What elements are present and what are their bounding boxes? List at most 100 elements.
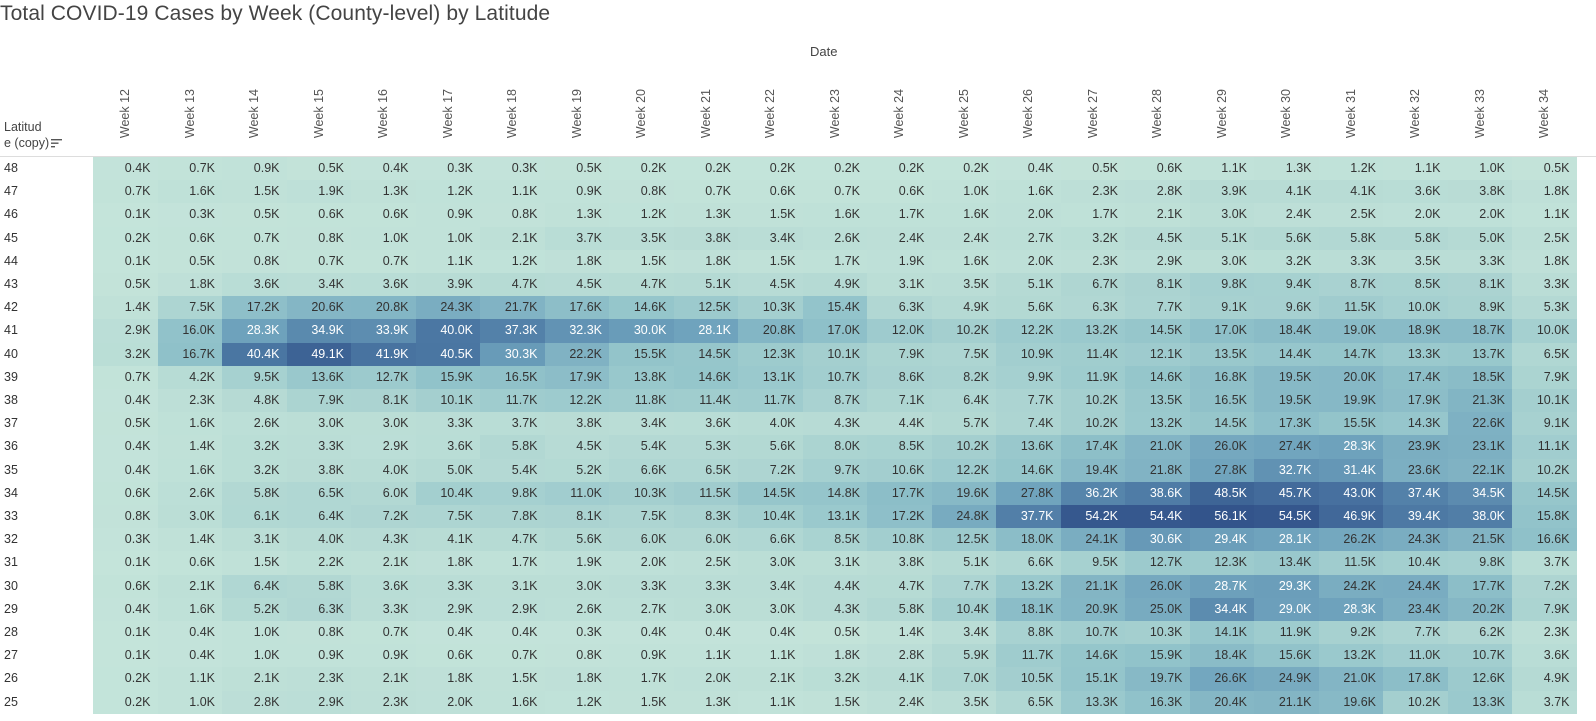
heatmap-cell[interactable]: 1.4K [157, 528, 222, 552]
heatmap-cell[interactable]: 19.5K [1254, 365, 1319, 389]
heatmap-cell[interactable]: 23.1K [1447, 435, 1512, 459]
heatmap-cell[interactable]: 3.9K [415, 273, 480, 297]
heatmap-cell[interactable]: 20.8K [738, 319, 803, 343]
heatmap-cell[interactable]: 3.7K [480, 412, 545, 436]
heatmap-cell[interactable]: 11.9K [1254, 621, 1319, 645]
heatmap-cell[interactable]: 2.9K [1125, 249, 1190, 273]
heatmap-cell[interactable]: 3.8K [1447, 180, 1512, 204]
heatmap-cell[interactable]: 13.1K [802, 505, 867, 529]
heatmap-cell[interactable]: 3.1K [867, 273, 932, 297]
heatmap-cell[interactable]: 28.3K [1318, 435, 1383, 459]
column-header[interactable]: Week 20 [609, 74, 674, 154]
heatmap-cell[interactable]: 10.1K [1512, 389, 1577, 413]
heatmap-cell[interactable]: 24.1K [1060, 528, 1125, 552]
heatmap-cell[interactable]: 15.9K [1125, 644, 1190, 668]
heatmap-cell[interactable]: 1.6K [480, 690, 545, 714]
heatmap-cell[interactable]: 15.8K [1512, 505, 1577, 529]
heatmap-cell[interactable]: 9.1K [1512, 412, 1577, 436]
heatmap-cell[interactable]: 10.3K [738, 296, 803, 320]
heatmap-cell[interactable]: 0.5K [802, 621, 867, 645]
heatmap-cell[interactable]: 0.3K [415, 157, 480, 181]
heatmap-cell[interactable]: 17.2K [867, 505, 932, 529]
heatmap-cell[interactable]: 7.2K [738, 458, 803, 482]
heatmap-cell[interactable]: 10.3K [1125, 621, 1190, 645]
heatmap-cell[interactable]: 6.3K [867, 296, 932, 320]
heatmap-cell[interactable]: 40.0K [415, 319, 480, 343]
heatmap-cell[interactable]: 14.6K [1125, 365, 1190, 389]
heatmap-cell[interactable]: 22.6K [1447, 412, 1512, 436]
heatmap-cell[interactable]: 1.0K [222, 644, 287, 668]
heatmap-cell[interactable]: 1.5K [609, 249, 674, 273]
heatmap-cell[interactable]: 0.6K [93, 481, 158, 505]
heatmap-cell[interactable]: 3.6K [415, 435, 480, 459]
heatmap-cell[interactable]: 10.2K [1383, 690, 1448, 714]
heatmap-cell[interactable]: 1.6K [802, 203, 867, 227]
heatmap-cell[interactable]: 7.7K [931, 574, 996, 598]
heatmap-cell[interactable]: 1.9K [286, 180, 351, 204]
heatmap-cell[interactable]: 39.4K [1383, 505, 1448, 529]
heatmap-cell[interactable]: 5.1K [673, 273, 738, 297]
heatmap-cell[interactable]: 3.0K [1189, 249, 1254, 273]
heatmap-cell[interactable]: 1.6K [157, 458, 222, 482]
heatmap-cell[interactable]: 0.6K [157, 226, 222, 250]
heatmap-cell[interactable]: 13.6K [996, 435, 1061, 459]
heatmap-cell[interactable]: 2.0K [1383, 203, 1448, 227]
column-header[interactable]: Week 16 [351, 74, 416, 154]
heatmap-cell[interactable]: 2.9K [93, 319, 158, 343]
heatmap-cell[interactable]: 0.4K [480, 621, 545, 645]
heatmap-cell[interactable]: 6.4K [286, 505, 351, 529]
heatmap-cell[interactable]: 17.3K [1254, 412, 1319, 436]
heatmap-cell[interactable]: 1.8K [157, 273, 222, 297]
heatmap-cell[interactable]: 0.4K [157, 621, 222, 645]
heatmap-cell[interactable]: 0.7K [93, 365, 158, 389]
heatmap-cell[interactable]: 1.1K [738, 644, 803, 668]
heatmap-cell[interactable]: 0.6K [157, 551, 222, 575]
heatmap-cell[interactable]: 4.4K [802, 574, 867, 598]
heatmap-cell[interactable]: 3.0K [738, 551, 803, 575]
heatmap-cell[interactable]: 11.9K [1060, 365, 1125, 389]
column-header[interactable]: Week 22 [738, 74, 803, 154]
heatmap-cell[interactable]: 6.6K [609, 458, 674, 482]
heatmap-cell[interactable]: 3.2K [93, 342, 158, 366]
heatmap-cell[interactable]: 14.7K [1318, 342, 1383, 366]
heatmap-cell[interactable]: 0.3K [544, 621, 609, 645]
heatmap-cell[interactable]: 19.5K [1254, 389, 1319, 413]
heatmap-cell[interactable]: 1.5K [738, 203, 803, 227]
heatmap-cell[interactable]: 0.5K [1512, 157, 1577, 181]
heatmap-cell[interactable]: 4.0K [286, 528, 351, 552]
row-label[interactable]: 28 [4, 625, 18, 639]
heatmap-cell[interactable]: 30.3K [480, 342, 545, 366]
heatmap-cell[interactable]: 10.4K [415, 481, 480, 505]
heatmap-cell[interactable]: 4.5K [738, 273, 803, 297]
heatmap-cell[interactable]: 3.0K [351, 412, 416, 436]
heatmap-cell[interactable]: 0.4K [93, 597, 158, 621]
heatmap-cell[interactable]: 1.7K [480, 551, 545, 575]
heatmap-cell[interactable]: 3.4K [609, 412, 674, 436]
heatmap-cell[interactable]: 0.2K [673, 157, 738, 181]
heatmap-cell[interactable]: 17.2K [222, 296, 287, 320]
column-header[interactable]: Week 32 [1383, 74, 1448, 154]
heatmap-cell[interactable]: 11.8K [609, 389, 674, 413]
heatmap-cell[interactable]: 0.8K [480, 203, 545, 227]
heatmap-cell[interactable]: 8.3K [673, 505, 738, 529]
heatmap-cell[interactable]: 2.3K [1512, 621, 1577, 645]
heatmap-cell[interactable]: 21.0K [1125, 435, 1190, 459]
heatmap-cell[interactable]: 5.4K [480, 458, 545, 482]
heatmap-cell[interactable]: 2.6K [544, 597, 609, 621]
heatmap-cell[interactable]: 24.3K [1383, 528, 1448, 552]
heatmap-cell[interactable]: 12.2K [931, 458, 996, 482]
heatmap-cell[interactable]: 29.0K [1254, 597, 1319, 621]
heatmap-cell[interactable]: 4.3K [802, 412, 867, 436]
heatmap-cell[interactable]: 21.0K [1318, 667, 1383, 691]
heatmap-cell[interactable]: 3.7K [1512, 551, 1577, 575]
heatmap-cell[interactable]: 27.4K [1254, 435, 1319, 459]
heatmap-cell[interactable]: 1.3K [673, 203, 738, 227]
heatmap-cell[interactable]: 18.9K [1383, 319, 1448, 343]
heatmap-cell[interactable]: 6.4K [222, 574, 287, 598]
heatmap-cell[interactable]: 13.4K [1254, 551, 1319, 575]
heatmap-cell[interactable]: 7.9K [1512, 365, 1577, 389]
heatmap-cell[interactable]: 2.0K [996, 203, 1061, 227]
heatmap-cell[interactable]: 7.2K [351, 505, 416, 529]
heatmap-cell[interactable]: 3.0K [673, 597, 738, 621]
heatmap-cell[interactable]: 8.5K [802, 528, 867, 552]
